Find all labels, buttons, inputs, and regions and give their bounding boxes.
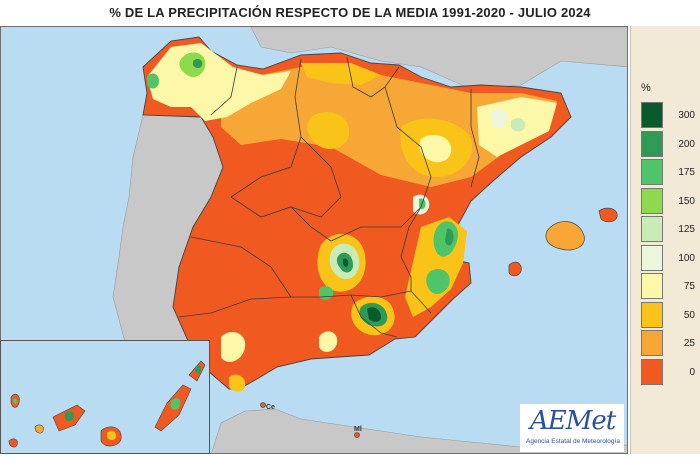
gran-canaria-yellow — [107, 430, 117, 440]
ibiza-island — [508, 261, 522, 277]
aragon-pale — [419, 134, 452, 163]
legend-swatch-25 — [641, 330, 663, 356]
galicia-west-green — [147, 73, 159, 89]
legend-swatch-0 — [641, 358, 663, 385]
legend-swatch-175 — [641, 159, 663, 185]
la-gomera-island — [34, 424, 44, 434]
legend-swatch-125 — [641, 216, 663, 242]
canary-islands-map — [8, 360, 206, 448]
north-band-orange — [221, 67, 557, 187]
precipitation-map — [0, 26, 628, 454]
legend-label-125: 125 — [678, 224, 695, 235]
menorca-island — [598, 207, 618, 223]
ceuta-marker — [260, 402, 266, 408]
legend-label-100: 100 — [678, 252, 695, 264]
granada-yellow — [319, 331, 338, 352]
france-landmass — [250, 27, 627, 90]
region-borders — [178, 56, 480, 338]
legend-panel: % 300 200 175 150 125 100 75 50 25 0 — [630, 26, 700, 454]
canary-islands-inset — [0, 340, 210, 454]
legend-swatch-150 — [641, 187, 663, 214]
catalonia-pale-green — [491, 108, 508, 129]
legend-label-300: 300 — [678, 110, 695, 121]
legend-label-150: 150 — [678, 195, 695, 207]
legend-label-75: 75 — [683, 281, 695, 292]
map-title: % DE LA PRECIPITACIÓN RESPECTO DE LA MED… — [109, 5, 591, 20]
galicia-dark-spot — [193, 58, 203, 68]
el-hierro-island — [8, 438, 18, 448]
la-palma-green — [13, 398, 18, 405]
lanzarote-green — [194, 365, 202, 374]
legend-label-175: 175 — [678, 167, 695, 178]
ceuta-label: Ce — [266, 404, 275, 411]
huelva-yellow — [221, 332, 246, 362]
legend-label-200: 200 — [678, 138, 695, 150]
tenerife-green — [64, 411, 75, 421]
legend-label-0: 0 — [689, 366, 695, 378]
mancha-dark — [343, 258, 349, 267]
aemet-logo: AEMet Agencia Estatal de Meteorología — [520, 404, 624, 452]
aemet-logo-wordmark: AEMet — [530, 406, 616, 436]
legend-swatch-75 — [641, 273, 663, 299]
cantabria-yellow — [301, 63, 381, 85]
fuerteventura-green — [170, 398, 181, 410]
jaen-green — [319, 286, 334, 300]
valencia-dark — [445, 228, 454, 246]
legend-label-50: 50 — [683, 309, 695, 321]
cadiz-yellow — [229, 374, 246, 392]
melilla-label: Ml — [354, 426, 362, 433]
legend-swatch-50 — [641, 301, 663, 328]
alicante-green — [426, 268, 450, 294]
africa-landmass — [211, 408, 627, 453]
legend-swatch-200 — [641, 130, 663, 157]
galicia-green-spot — [179, 52, 206, 78]
legend-swatch-100 — [641, 244, 663, 271]
legend-unit: % — [641, 82, 651, 94]
aemet-logo-subtitle: Agencia Estatal de Meteorología — [526, 438, 620, 445]
melilla-marker — [354, 432, 360, 438]
mallorca-island — [545, 221, 585, 251]
map-canvas — [112, 27, 627, 453]
legend-swatch-300 — [641, 102, 663, 128]
central-north-yellow — [307, 112, 350, 149]
murcia-dark — [367, 307, 381, 322]
legend-label-25: 25 — [683, 338, 695, 349]
catalonia-light-green — [511, 118, 526, 132]
